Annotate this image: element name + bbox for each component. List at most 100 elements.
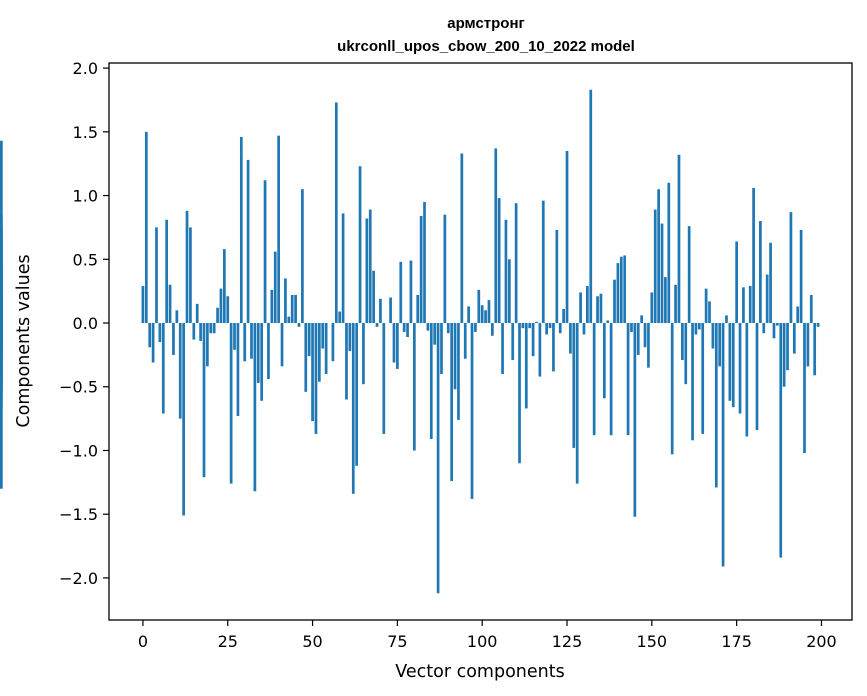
bar-155 (667, 182, 671, 324)
bar-179 (748, 286, 752, 324)
bar-20 (209, 323, 213, 334)
bar-177 (742, 287, 745, 324)
bar-111 (518, 323, 521, 464)
bar-188 (779, 323, 783, 558)
bar-189 (782, 323, 786, 387)
bar-113 (524, 323, 528, 409)
bar-44 (290, 294, 294, 324)
bar-48 (304, 323, 308, 392)
bar-39 (273, 251, 277, 324)
bar-99 (477, 289, 481, 324)
bar-77 (402, 323, 406, 332)
bar-103 (491, 323, 494, 336)
bar-167 (708, 301, 711, 324)
bar-148 (643, 323, 647, 348)
bar-178 (745, 323, 749, 437)
bar-49 (307, 323, 311, 357)
bar-53 (321, 323, 325, 349)
bar-83 (423, 201, 426, 324)
bar-58 (338, 311, 342, 324)
bar-142 (623, 255, 627, 324)
bar-76 (399, 261, 403, 324)
bar-18 (202, 323, 206, 478)
y-tick-label-1: 1.0 (73, 187, 98, 206)
bar-130 (582, 323, 586, 335)
bar-93 (457, 323, 460, 420)
bar-9 (172, 323, 175, 355)
chart-subtitle: ukrconll_upos_cbow_200_10_2022 model (337, 38, 635, 55)
x-tick-label-100: 100 (467, 632, 498, 651)
x-tick-label-125: 125 (552, 632, 583, 651)
y-axis-label: Components values (14, 254, 34, 427)
bar-131 (586, 286, 589, 324)
bar-29 (239, 136, 243, 324)
bar-123 (558, 323, 562, 334)
bar-87 (436, 323, 440, 594)
y-tick-label--2: −2.0 (59, 569, 98, 588)
y-tick-label--0.5: −0.5 (59, 378, 98, 397)
bar-31 (246, 159, 250, 324)
bar-61 (348, 323, 352, 352)
bar-135 (599, 293, 603, 324)
bar-38 (270, 289, 274, 324)
bar-182 (759, 221, 762, 324)
y-tick-label--1: −1.0 (59, 441, 98, 460)
bar-16 (195, 303, 199, 324)
bar-28 (236, 323, 240, 417)
bar-183 (762, 323, 766, 334)
bar-63 (355, 323, 359, 466)
bar-68 (372, 270, 375, 324)
bar-176 (738, 323, 742, 414)
bar-149 (647, 323, 650, 368)
bar-156 (670, 323, 674, 455)
bar-126 (569, 323, 572, 354)
bar-80 (412, 323, 416, 451)
bar-116 (535, 321, 538, 324)
bar-78 (406, 323, 409, 338)
bar-166 (704, 288, 708, 324)
bar-195 (803, 323, 806, 454)
bar-27 (233, 323, 236, 350)
bar-175 (735, 241, 738, 324)
bar-132 (589, 89, 593, 324)
bar-70 (379, 298, 382, 324)
bar-6 (161, 323, 165, 414)
bar-5 (158, 323, 162, 343)
bar-90 (446, 323, 450, 334)
bar-180 (752, 187, 755, 324)
bar-37 (267, 323, 270, 380)
bar-190 (786, 323, 789, 371)
bar-79 (409, 260, 413, 324)
bar-undefined (0, 235, 3, 324)
bar-151 (653, 209, 657, 324)
bar-1 (144, 131, 148, 324)
bar-163 (694, 323, 698, 335)
bar-112 (521, 323, 525, 329)
bar-150 (650, 292, 654, 324)
bar-96 (467, 306, 470, 324)
bar-115 (531, 323, 535, 357)
bar-194 (799, 229, 803, 324)
bar-67 (368, 209, 372, 324)
bar-22 (216, 307, 219, 324)
bar-187 (776, 323, 779, 326)
bar-86 (433, 323, 437, 345)
bar-73 (389, 297, 392, 324)
bar-168 (711, 323, 715, 349)
bar-7 (165, 219, 169, 324)
y-tick-label--1.5: −1.5 (59, 505, 98, 524)
bar-127 (572, 323, 576, 448)
bar-106 (501, 323, 504, 374)
bar-114 (528, 323, 532, 329)
bar-128 (575, 323, 579, 484)
bar-66 (365, 218, 369, 324)
chart-title: армстронг (447, 15, 525, 32)
bar-192 (792, 323, 796, 354)
bar-15 (192, 323, 196, 340)
bar-193 (796, 306, 800, 324)
bar-24 (222, 249, 226, 324)
bar-120 (548, 323, 552, 329)
bar-81 (416, 294, 420, 324)
bar-32 (250, 323, 253, 359)
